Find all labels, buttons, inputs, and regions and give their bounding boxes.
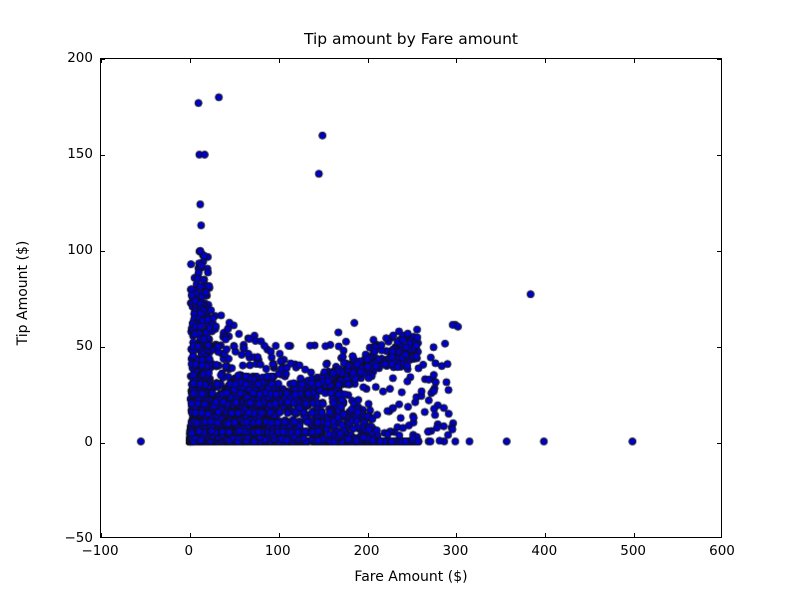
x-tick-label: 100 xyxy=(264,543,291,559)
x-tick-label: 300 xyxy=(442,543,469,559)
x-tick-label: 400 xyxy=(531,543,558,559)
x-tick-mark xyxy=(189,59,191,63)
x-tick-mark xyxy=(278,59,280,63)
y-tick-label: 50 xyxy=(75,338,93,354)
y-tick-mark xyxy=(101,251,105,252)
x-tick-mark xyxy=(101,59,102,63)
y-tick-mark xyxy=(717,59,721,60)
x-tick-mark xyxy=(101,533,102,537)
x-tick-mark xyxy=(634,533,636,537)
y-tick-mark xyxy=(101,59,105,60)
x-tick-mark xyxy=(367,59,369,63)
x-tick-mark xyxy=(278,533,280,537)
x-axis-label: Fare Amount ($) xyxy=(354,569,468,585)
plot-area xyxy=(100,58,722,538)
chart-title: Tip amount by Fare amount xyxy=(303,30,519,48)
y-tick-label: 150 xyxy=(67,146,93,162)
x-tick-label: 200 xyxy=(353,543,380,559)
scatter-plot-canvas xyxy=(101,59,721,537)
y-tick-mark xyxy=(717,251,721,252)
x-tick-mark xyxy=(634,59,636,63)
y-tick-label: 100 xyxy=(67,242,93,258)
y-tick-mark xyxy=(717,443,721,444)
y-tick-mark xyxy=(101,347,105,348)
y-tick-mark xyxy=(101,443,105,444)
y-tick-mark xyxy=(717,347,721,348)
x-tick-label: −100 xyxy=(81,543,119,559)
y-axis-label: Tip Amount ($) xyxy=(15,240,31,346)
y-axis-label-wrapper: Tip Amount ($) xyxy=(8,0,38,600)
y-tick-label: −50 xyxy=(64,530,94,546)
x-tick-label: 0 xyxy=(184,543,194,559)
x-tick-label: 600 xyxy=(709,543,735,559)
x-tick-mark xyxy=(189,533,191,537)
y-tick-mark xyxy=(101,155,105,156)
y-axis-tick-labels: −50 0 50 100 150 200 xyxy=(27,0,94,600)
x-tick-mark xyxy=(456,59,458,63)
x-tick-mark xyxy=(367,533,369,537)
x-tick-mark xyxy=(545,533,547,537)
x-tick-label: 500 xyxy=(620,543,647,559)
x-tick-mark xyxy=(456,533,458,537)
y-tick-label: 0 xyxy=(84,434,93,450)
x-tick-mark xyxy=(545,59,547,63)
y-tick-label: 200 xyxy=(67,50,93,66)
y-tick-mark xyxy=(717,155,721,156)
